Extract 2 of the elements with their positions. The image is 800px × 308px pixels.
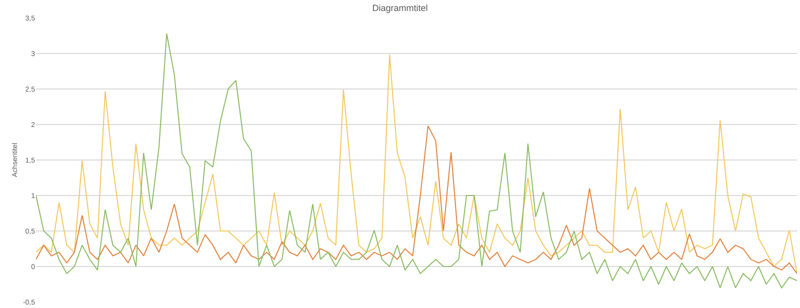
line-series (36, 125, 797, 274)
chart-title: Diagrammtitel (372, 2, 428, 13)
